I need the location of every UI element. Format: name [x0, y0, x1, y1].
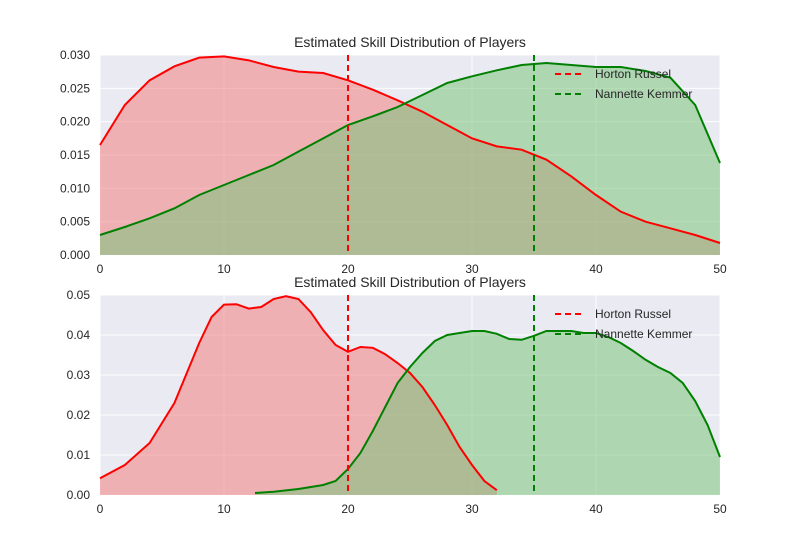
x-tick-label: 30: [465, 262, 479, 276]
legend-label: Nannette Kemmer: [595, 327, 692, 341]
chart-top: 0 10 20 30 40 50 0.000 0.005 0.010 0.015 0.020 0.02…: [60, 34, 727, 276]
area-green: [255, 331, 720, 495]
x-tick-label: 40: [589, 262, 603, 276]
y-tick-label: 0.015: [60, 148, 90, 162]
x-tick-label: 0: [97, 262, 104, 276]
x-tick-label: 40: [589, 502, 603, 516]
y-tick-label: 0.00: [67, 488, 91, 502]
x-tick-label: 20: [341, 262, 355, 276]
y-tick-label: 0.01: [67, 448, 91, 462]
legend-label: Nannette Kemmer: [595, 87, 692, 101]
x-tick-label: 30: [465, 502, 479, 516]
x-tick-label: 50: [713, 262, 727, 276]
chart-title: Estimated Skill Distribution of Players: [294, 274, 526, 290]
legend-label: Horton Russel: [595, 307, 671, 321]
series-line-green: [254, 330, 721, 494]
x-tick-label: 50: [713, 502, 727, 516]
y-tick-label: 0.03: [67, 368, 91, 382]
chart-title: Estimated Skill Distribution of Players: [294, 34, 526, 50]
y-tick-label: 0.02: [67, 408, 91, 422]
x-tick-label: 0: [97, 502, 104, 516]
series-line-red: [99, 295, 498, 492]
chart-bottom: 0 10 20 30 40 50 0.00 0.01 0.02 0.03 0.04 0.05 Estim…: [67, 274, 727, 516]
y-tick-label: 0.030: [60, 48, 90, 62]
x-tick-label: 10: [217, 262, 231, 276]
area-green: [100, 63, 720, 255]
series-line-green: [99, 61, 721, 236]
y-tick-label: 0.020: [60, 115, 90, 129]
y-tick-label: 0.04: [67, 328, 91, 342]
y-tick-label: 0.010: [60, 181, 90, 195]
x-tick-label: 10: [217, 502, 231, 516]
y-tick-label: 0.000: [60, 248, 90, 262]
legend-label: Horton Russel: [595, 67, 671, 81]
series-line-red: [99, 55, 721, 244]
x-tick-label: 20: [341, 502, 355, 516]
y-tick-label: 0.05: [67, 288, 91, 302]
y-tick-label: 0.005: [60, 215, 90, 229]
y-tick-label: 0.025: [60, 81, 90, 95]
